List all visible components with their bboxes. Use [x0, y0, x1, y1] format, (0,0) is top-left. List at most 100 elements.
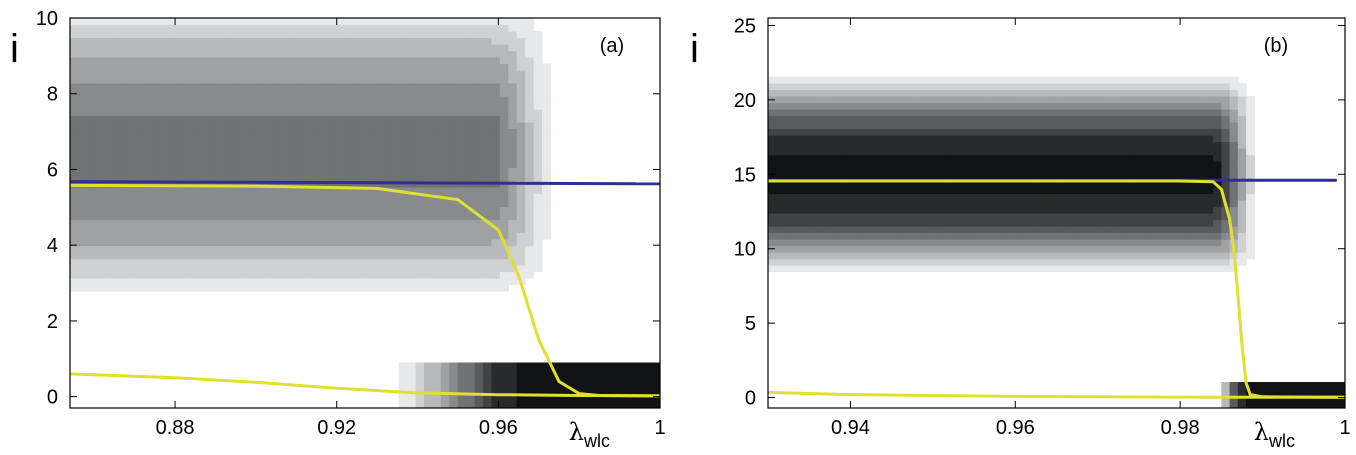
density-cell — [103, 226, 113, 234]
density-cell — [817, 135, 827, 143]
density-cell — [272, 63, 282, 71]
density-cell — [1147, 76, 1157, 84]
density-cell — [70, 122, 80, 130]
density-cell — [1204, 109, 1214, 117]
density-cell — [137, 63, 147, 71]
density-cell — [70, 284, 80, 292]
density-cell — [1204, 193, 1214, 201]
density-cell — [1015, 76, 1025, 84]
density-cell — [306, 239, 316, 247]
density-cell — [162, 24, 172, 32]
density-cell — [129, 265, 139, 273]
density-cell — [466, 226, 476, 234]
density-cell — [1040, 161, 1049, 169]
density-cell — [179, 284, 189, 292]
density-cell — [129, 50, 139, 58]
y-axis-label: i — [10, 27, 19, 71]
density-cell — [542, 83, 552, 91]
density-cell — [1089, 89, 1099, 97]
density-cell — [1246, 122, 1255, 130]
density-cell — [280, 252, 290, 260]
density-cell — [542, 148, 552, 156]
density-cell — [990, 206, 1000, 214]
density-cell — [1105, 239, 1115, 247]
density-cell — [1048, 135, 1058, 143]
density-cell — [213, 31, 223, 39]
density-cell — [908, 76, 917, 84]
density-cell — [70, 96, 80, 104]
density-cell — [398, 219, 408, 227]
density-cell — [483, 135, 493, 143]
density-cell — [365, 226, 375, 234]
density-cell — [137, 187, 147, 195]
density-cell — [348, 89, 358, 97]
density-cell — [1204, 89, 1214, 97]
density-cell — [1089, 245, 1099, 253]
density-cell — [263, 37, 273, 45]
density-cell — [858, 135, 868, 143]
density-cell — [941, 109, 950, 117]
density-cell — [809, 258, 819, 266]
density-cell — [1155, 174, 1165, 182]
density-cell — [238, 206, 248, 214]
density-map — [70, 18, 660, 408]
density-cell — [171, 148, 181, 156]
density-cell — [424, 31, 434, 39]
density-cell — [990, 83, 1000, 91]
density-cell — [221, 193, 231, 201]
density-cell — [592, 369, 602, 377]
density-cell — [398, 148, 408, 156]
density-cell — [339, 161, 349, 169]
density-cell — [516, 102, 526, 110]
density-cell — [188, 50, 198, 58]
density-cell — [809, 206, 819, 214]
density-cell — [407, 141, 417, 149]
density-cell — [145, 148, 155, 156]
density-cell — [398, 252, 408, 260]
density-cell — [1031, 226, 1041, 234]
density-cell — [1188, 239, 1198, 247]
density-cell — [86, 167, 96, 175]
density-cell — [398, 109, 408, 117]
density-cell — [584, 362, 594, 370]
density-cell — [809, 226, 819, 234]
density-cell — [255, 63, 265, 71]
density-cell — [196, 83, 206, 91]
density-cell — [1163, 239, 1173, 247]
density-cell — [78, 24, 88, 32]
density-cell — [1180, 226, 1189, 234]
density-cell — [800, 76, 810, 84]
density-cell — [356, 278, 366, 286]
density-cell — [1040, 200, 1049, 208]
density-cell — [407, 174, 417, 182]
density-cell — [817, 102, 827, 110]
density-cell — [137, 115, 147, 123]
density-cell — [154, 89, 164, 97]
density-cell — [129, 63, 139, 71]
density-cell — [1023, 258, 1033, 266]
density-cell — [247, 174, 257, 182]
density-cell — [617, 382, 627, 390]
density-cell — [1254, 388, 1264, 396]
density-cell — [941, 213, 950, 221]
density-cell — [1056, 187, 1066, 195]
density-cell — [280, 226, 290, 234]
density-cell — [390, 148, 400, 156]
density-cell — [154, 122, 164, 130]
density-cell — [833, 115, 843, 123]
density-cell — [263, 24, 273, 32]
density-cell — [965, 219, 975, 227]
density-cell — [924, 167, 934, 175]
density-cell — [466, 187, 476, 195]
density-cell — [289, 219, 299, 227]
density-cell — [1204, 128, 1214, 136]
density-cell — [1097, 206, 1107, 214]
density-cell — [474, 401, 484, 408]
density-cell — [609, 369, 619, 377]
density-cell — [263, 128, 273, 136]
density-cell — [1246, 193, 1255, 201]
density-cell — [390, 141, 400, 149]
density-cell — [491, 148, 501, 156]
density-cell — [1105, 128, 1115, 136]
density-cell — [213, 278, 223, 286]
